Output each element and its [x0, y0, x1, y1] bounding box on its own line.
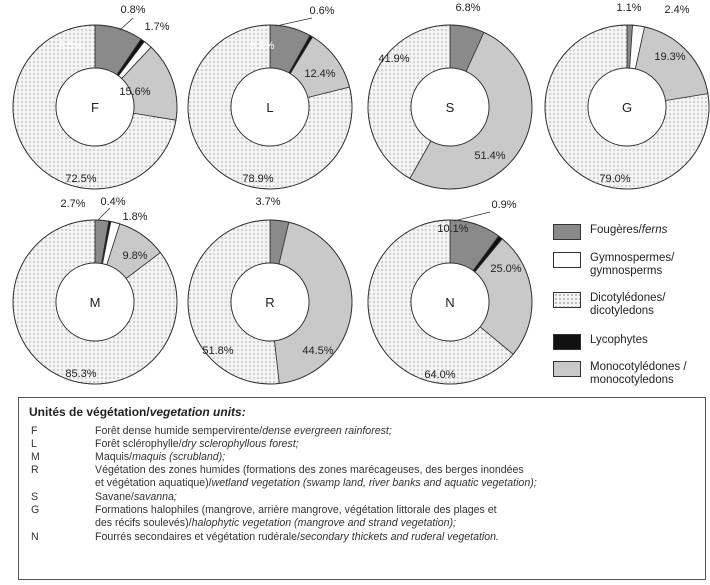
donut-center-label: M	[90, 295, 101, 310]
data-label: 0.4%	[100, 196, 125, 208]
data-label: 19.3%	[654, 51, 685, 63]
data-label: 41.9%	[378, 53, 409, 65]
data-label: 25.0%	[490, 263, 521, 275]
data-label: 12.4%	[304, 68, 335, 80]
data-label: 6.8%	[455, 2, 480, 14]
data-label: 0.8%	[120, 4, 145, 16]
leader-line	[275, 17, 313, 27]
donut-outline-r	[187, 219, 353, 385]
unit-description: Fourrés secondaires et végétation rudéra…	[95, 531, 499, 543]
donut-center-label: R	[265, 295, 274, 310]
data-label: 44.5%	[302, 345, 333, 357]
unit-description: Formations halophiles (mangrove, arrière…	[95, 504, 497, 529]
leader-line	[119, 17, 134, 31]
data-label: 79.0%	[599, 173, 630, 185]
data-label: 1.1%	[616, 2, 641, 14]
unit-description: Végétation des zones humides (formations…	[95, 464, 537, 489]
data-label: 15.6%	[119, 86, 150, 98]
legend-label-lycophytes: Lycophytes	[590, 334, 648, 346]
legend-swatch-gymnosperms	[553, 252, 581, 268]
donut-hole-g	[587, 67, 667, 147]
donut-hole-l	[230, 67, 310, 147]
legend-item-monocotyledons: Monocotylédones / monocotyledons	[553, 361, 708, 387]
legend-swatch-lycophytes	[553, 334, 581, 350]
data-label: 0.9%	[491, 199, 516, 211]
data-label: 10.1%	[437, 223, 468, 235]
unit-description: Forêt sclérophylle/dry sclerophyllous fo…	[95, 438, 299, 450]
legend-label-monocotyledons: Monocotylédones / monocotyledons	[590, 361, 687, 386]
data-label: 51.4%	[474, 150, 505, 162]
donut-center-label: N	[445, 295, 454, 310]
donut-center-label: L	[266, 100, 273, 115]
donut-center-label: S	[446, 100, 455, 115]
donut-center-label: F	[91, 100, 99, 115]
donut-hole-f	[55, 67, 135, 147]
donut-hole-n	[410, 262, 490, 342]
unit-code: M	[31, 451, 40, 463]
leader-line	[97, 207, 111, 221]
leader-line	[453, 211, 491, 222]
data-label: 3.7%	[255, 196, 280, 208]
unit-code: G	[31, 504, 40, 516]
donut-outline-m	[12, 219, 178, 385]
vegetation-units-box: Unités de végétation/vegetation units: F…	[18, 397, 706, 580]
donut-hole-m	[55, 262, 135, 342]
donut-outline-f	[12, 24, 178, 190]
donut-hole-s	[410, 67, 490, 147]
donut-center-label: G	[622, 100, 632, 115]
unit-code: R	[31, 464, 39, 476]
data-label: 8.1%	[249, 40, 274, 52]
data-label: 1.7%	[144, 21, 169, 33]
units-heading: Unités de végétation/vegetation units:	[29, 405, 246, 419]
data-label: 0.6%	[309, 5, 334, 17]
donut-outline-n	[367, 219, 533, 385]
legend-label-ferns: Fougères/ferns	[590, 224, 668, 236]
unit-code: N	[31, 531, 39, 543]
legend-item-dicotyledons: Dicotylédones/dicotyledons	[553, 292, 708, 318]
unit-code: S	[31, 491, 39, 503]
data-label: 9.8%	[122, 250, 147, 262]
unit-description: Savane/savanna;	[95, 491, 177, 503]
data-label: 85.3%	[65, 368, 96, 380]
unit-code: L	[31, 438, 37, 450]
data-label: 1.8%	[122, 211, 147, 223]
data-label: 2.7%	[60, 198, 85, 210]
unit-description: Maquis/maquis (scrubland);	[95, 451, 226, 463]
legend-swatch-monocotyledons	[553, 361, 581, 377]
data-label: 64.0%	[424, 369, 455, 381]
data-label: 51.8%	[202, 345, 233, 357]
donut-outline-s	[367, 24, 533, 190]
data-label: 2.4%	[664, 4, 689, 16]
donut-charts: F 9.5% 0.8% 1.7% 15.6% 72.5% L 8.1% 0.6% 12.4% 78.…	[12, 2, 710, 385]
legend-item-gymnosperms: Gymnospermes/gymnosperms	[553, 252, 708, 278]
legend-label-gymnosperms: Gymnospermes/gymnosperms	[590, 252, 675, 277]
legend-label-dicotyledons: Dicotylédones/dicotyledons	[590, 292, 666, 317]
data-label: 78.9%	[242, 173, 273, 185]
data-label: 72.5%	[65, 173, 96, 185]
unit-description: Forêt dense humide sempervirente/dense e…	[95, 425, 392, 437]
legend-swatch-ferns	[553, 224, 581, 240]
unit-code: F	[31, 425, 38, 437]
donut-outline-l	[187, 24, 353, 190]
donut-outline-g	[544, 24, 710, 190]
data-label: 9.5%	[58, 40, 83, 52]
legend-item-lycophytes: Lycophytes	[553, 334, 708, 350]
donut-hole-r	[230, 262, 310, 342]
legend-swatch-dicotyledons	[553, 292, 581, 308]
legend-item-ferns: Fougères/ferns	[553, 224, 708, 240]
